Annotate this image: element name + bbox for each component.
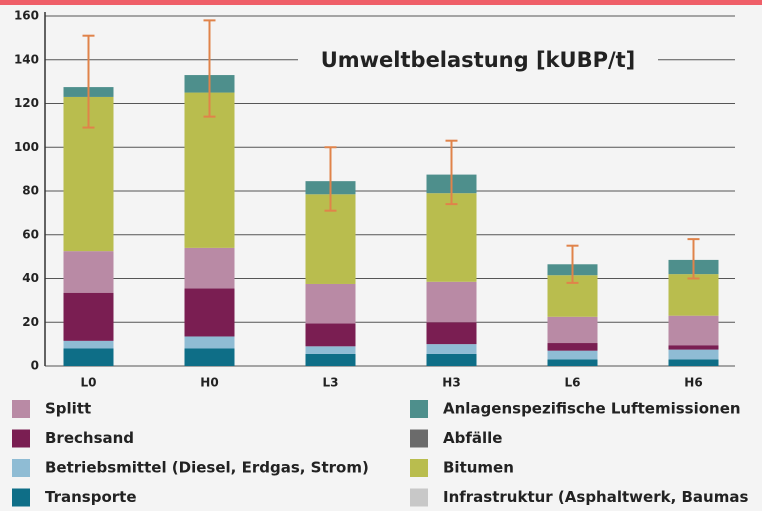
bar-segment bbox=[668, 274, 719, 316]
legend-swatch bbox=[12, 400, 30, 418]
bar-segment bbox=[668, 315, 719, 346]
legend-label: Transporte bbox=[45, 488, 137, 506]
x-tick-label: H3 bbox=[442, 376, 460, 390]
bar-segment bbox=[426, 281, 477, 323]
bar-segment bbox=[305, 353, 356, 366]
bar-segment bbox=[426, 353, 477, 366]
legend-swatch bbox=[12, 459, 30, 477]
legend-label: Infrastruktur (Asphaltwerk, Baumas bbox=[443, 488, 748, 506]
y-tick-label: 140 bbox=[14, 52, 39, 66]
x-tick-label: H0 bbox=[200, 376, 218, 390]
bar-segment bbox=[547, 316, 598, 344]
legend-swatch bbox=[410, 429, 428, 448]
bar-segment bbox=[184, 336, 235, 349]
bar-segment bbox=[184, 348, 235, 366]
title-box bbox=[298, 42, 658, 80]
x-tick-label: L3 bbox=[323, 376, 339, 390]
legend-label: Anlagenspezifische Luftemissionen bbox=[443, 400, 741, 418]
legend-label: Brechsand bbox=[45, 429, 134, 447]
legend-swatch bbox=[410, 400, 428, 418]
legend-swatch bbox=[12, 488, 30, 507]
bar-segment bbox=[305, 346, 356, 354]
y-tick-label: 160 bbox=[14, 9, 39, 23]
bar-segment bbox=[63, 340, 114, 349]
bar-segment bbox=[305, 323, 356, 347]
y-tick-label: 80 bbox=[22, 184, 39, 198]
top-band bbox=[0, 0, 762, 5]
y-tick-label: 40 bbox=[22, 271, 39, 285]
x-tick-label: L6 bbox=[565, 376, 581, 390]
chart-title: Umweltbelastung [kUBP/t] bbox=[321, 48, 636, 72]
bar-segment bbox=[63, 348, 114, 366]
bar-segment bbox=[63, 251, 114, 293]
legend-label: Abfälle bbox=[443, 429, 502, 447]
bar-segment bbox=[426, 344, 477, 354]
bar-segment bbox=[305, 283, 356, 324]
bar-segment bbox=[547, 359, 598, 366]
legend-swatch bbox=[410, 488, 428, 507]
y-tick-label: 0 bbox=[31, 359, 39, 373]
bar-segment bbox=[184, 288, 235, 337]
legend-label: Splitt bbox=[45, 400, 91, 418]
legend-label: Betriebsmittel (Diesel, Erdgas, Strom) bbox=[45, 459, 369, 477]
y-tick-label: 60 bbox=[22, 227, 39, 241]
bar-segment bbox=[668, 359, 719, 366]
x-tick-label: L0 bbox=[81, 376, 97, 390]
x-tick-label: H6 bbox=[684, 376, 702, 390]
bar-segment bbox=[426, 322, 477, 345]
bar-segment bbox=[547, 343, 598, 351]
bar-segment bbox=[547, 350, 598, 360]
y-tick-label: 20 bbox=[22, 315, 39, 329]
y-tick-label: 120 bbox=[14, 96, 39, 110]
bar-segment bbox=[426, 193, 477, 282]
bar-segment bbox=[668, 345, 719, 350]
bar-segment bbox=[184, 92, 235, 248]
bar-segment bbox=[184, 247, 235, 289]
y-tick-label: 100 bbox=[14, 140, 39, 154]
bar-segment bbox=[668, 349, 719, 360]
legend-label: Bitumen bbox=[443, 459, 514, 477]
legend-swatch bbox=[410, 459, 428, 477]
legend-swatch bbox=[12, 429, 30, 448]
bar-segment bbox=[63, 292, 114, 341]
